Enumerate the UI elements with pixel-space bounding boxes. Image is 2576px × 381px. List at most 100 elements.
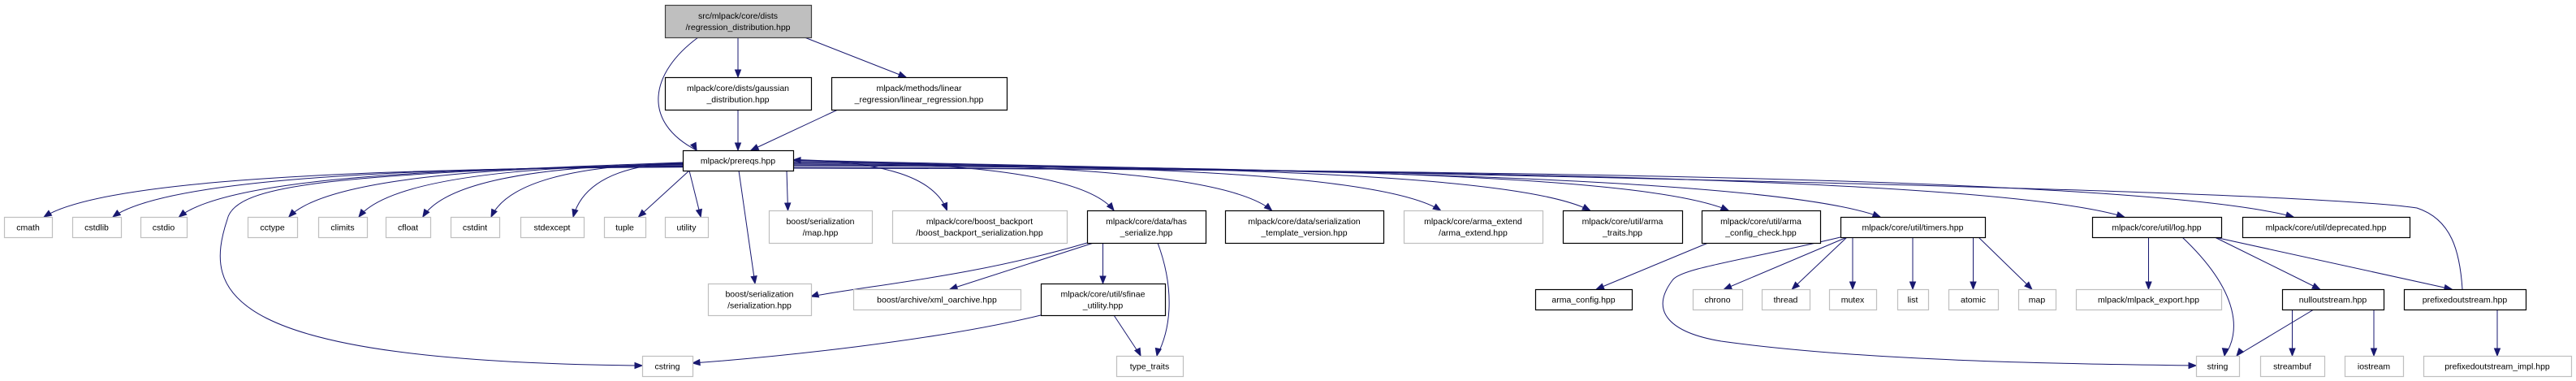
node-label: prefixedoutstream_impl.hpp: [2444, 362, 2550, 372]
edge-line: [792, 165, 1881, 218]
arrowhead-icon: [1719, 204, 1730, 211]
edge-prereqs-to-stv: [792, 161, 1273, 211]
arrowhead-icon: [1106, 201, 1115, 212]
node-cfloat[interactable]: cfloat: [385, 216, 432, 239]
edge-timers-to-list: [1909, 237, 1917, 291]
arrowhead-icon: [689, 141, 697, 152]
node-label: cstring: [655, 362, 680, 372]
node-bsser[interactable]: boost/serialization/serialization.hpp: [707, 283, 813, 317]
node-box: [385, 216, 432, 239]
node-timers[interactable]: mlpack/core/util/timers.hpp: [1840, 216, 1987, 239]
node-label: /map.hpp: [803, 228, 839, 238]
edge-prereqs-to-log: [792, 167, 2125, 219]
node-box: [247, 216, 299, 239]
edge-line: [810, 242, 1088, 297]
node-armacc[interactable]: mlpack/core/util/arma_config_check.hpp: [1701, 210, 1822, 245]
edge-line: [1662, 236, 2195, 366]
edge-nullos-to-iostream: [2370, 310, 2378, 357]
edge-prereqs-to-timers: [792, 165, 1882, 218]
node-prefos[interactable]: prefixedoutstream.hpp: [2403, 288, 2527, 311]
node-box: [682, 149, 795, 172]
node-box: [641, 355, 694, 378]
node-streambuf[interactable]: streambuf: [2259, 355, 2326, 378]
node-prereqs[interactable]: mlpack/prereqs.hpp: [682, 149, 795, 172]
node-linreg[interactable]: mlpack/methods/linear _regression/linear_…: [831, 76, 1008, 111]
node-mutex[interactable]: mutex: [1828, 288, 1878, 311]
node-armaext[interactable]: mlpack/core/arma_extend/arma_extend.hpp: [1403, 210, 1544, 245]
edge-line: [792, 162, 1441, 211]
node-cstdio[interactable]: cstdio: [140, 216, 188, 239]
node-cstdlib[interactable]: cstdlib: [71, 216, 123, 239]
node-xmlo[interactable]: boost/archive/xml_oarchive.hpp: [852, 288, 1022, 311]
node-thread[interactable]: thread: [1761, 288, 1811, 311]
edge-prereqs-to-cstdint: [490, 162, 684, 219]
node-deprecated[interactable]: mlpack/core/util/deprecated.hpp: [2242, 216, 2411, 239]
node-map[interactable]: map: [2017, 288, 2057, 311]
arrowhead-icon: [809, 291, 820, 298]
node-box: [707, 283, 813, 317]
node-cstdint[interactable]: cstdint: [450, 216, 501, 239]
node-chrono[interactable]: chrono: [1692, 288, 1744, 311]
edge-root-to-prereqs: [658, 37, 699, 152]
arrowhead-icon: [490, 208, 498, 219]
node-label: /boost_backport_serialization.hpp: [916, 228, 1043, 238]
node-box: [1828, 288, 1878, 311]
node-label: map: [2029, 296, 2046, 305]
node-cmath[interactable]: cmath: [3, 216, 54, 239]
node-cstring[interactable]: cstring: [641, 355, 694, 378]
node-label: mlpack/core/arma_extend: [1424, 217, 1522, 227]
node-box: [1701, 210, 1822, 245]
node-climits[interactable]: climits: [317, 216, 369, 239]
edge-log-to-nullos: [2214, 236, 2321, 290]
node-stv[interactable]: mlpack/core/data/serialization_template_…: [1224, 210, 1385, 245]
node-iostream[interactable]: iostream: [2344, 355, 2405, 378]
node-bsmap[interactable]: boost/serialization/map.hpp: [768, 210, 874, 245]
node-stdexcept[interactable]: stdexcept: [520, 216, 585, 239]
arrowhead-icon: [43, 210, 53, 218]
node-box: [1948, 288, 2000, 311]
node-backport[interactable]: mlpack/core/boost_backport/boost_backpor…: [891, 210, 1068, 245]
arrowhead-icon: [422, 208, 430, 219]
edge-nullos-to-string: [2236, 309, 2315, 357]
node-root[interactable]: src/mlpack/core/dists/regression_distrib…: [664, 4, 813, 39]
arrowhead-icon: [1595, 283, 1605, 290]
node-armatraits[interactable]: mlpack/core/util/arma_traits.hpp: [1562, 210, 1684, 245]
node-box: [2423, 355, 2573, 378]
node-list[interactable]: list: [1896, 288, 1930, 311]
node-label: mlpack/core/boost_backport: [926, 217, 1033, 227]
edge-prereqs-to-cctype: [287, 164, 684, 218]
node-box: [520, 216, 585, 239]
node-tuple[interactable]: tuple: [603, 216, 647, 239]
node-label: mlpack/mlpack_export.hpp: [2098, 296, 2199, 305]
node-label: mlpack/core/util/arma: [1582, 217, 1663, 227]
node-label: streambuf: [2273, 362, 2311, 372]
node-prefosimpl[interactable]: prefixedoutstream_impl.hpp: [2423, 355, 2573, 378]
edge-line: [792, 164, 1729, 211]
node-string[interactable]: string: [2195, 355, 2241, 378]
edge-armacc-to-armaconfig: [1595, 242, 1709, 290]
edge-line: [219, 162, 684, 366]
node-hasser[interactable]: mlpack/core/data/has_serialize.hpp: [1086, 210, 1207, 245]
node-gaussian[interactable]: mlpack/core/dists/gaussian _distribution.…: [664, 76, 813, 111]
node-label: src/mlpack/core/dists: [698, 11, 778, 21]
node-atomic[interactable]: atomic: [1948, 288, 2000, 311]
node-armaconfig[interactable]: arma_config.hpp: [1534, 288, 1633, 311]
arrowhead-icon: [2236, 347, 2245, 357]
node-utility[interactable]: utility: [664, 216, 710, 239]
arrowhead-icon: [1871, 210, 1882, 218]
node-sfinae[interactable]: mlpack/core/util/sfinae_utility.hpp: [1040, 283, 1167, 317]
node-export[interactable]: mlpack/mlpack_export.hpp: [2075, 288, 2223, 311]
node-label: _distribution.hpp: [705, 95, 769, 105]
node-log[interactable]: mlpack/core/util/log.hpp: [2091, 216, 2223, 239]
edge-line: [1156, 242, 1170, 357]
node-typetraits[interactable]: type_traits: [1115, 355, 1184, 378]
node-nullos[interactable]: nulloutstream.hpp: [2281, 288, 2385, 311]
arrowhead-icon: [792, 156, 801, 164]
node-box: [2281, 288, 2385, 311]
arrowhead-icon: [734, 69, 742, 79]
node-box: [664, 76, 813, 111]
arrowhead-icon: [637, 209, 647, 218]
node-cctype[interactable]: cctype: [247, 216, 299, 239]
edge-hasser-to-sfinae: [1099, 243, 1107, 285]
arrowhead-icon: [572, 208, 579, 219]
